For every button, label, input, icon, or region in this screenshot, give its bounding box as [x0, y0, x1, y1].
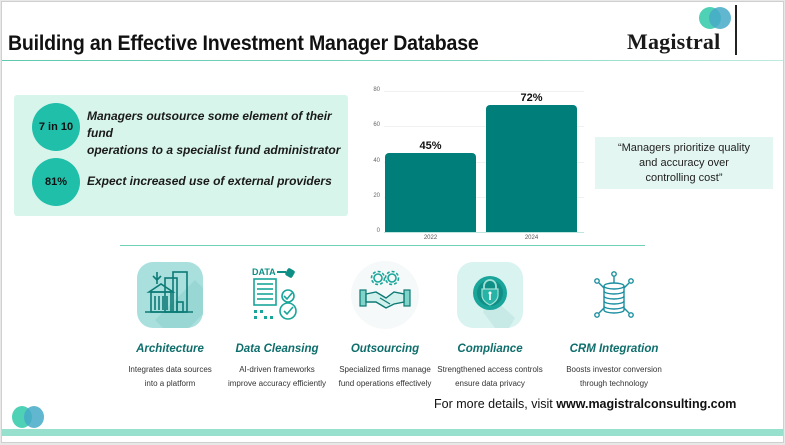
feature-description: Strengthened access controls ensure data… — [420, 363, 560, 391]
y-axis-tick: 20 — [373, 192, 380, 199]
feature-description: Specialized firms manage fund operations… — [315, 363, 455, 391]
desc-line: Integrates data sources — [128, 365, 212, 374]
stat-description: Expect increased use of external provide… — [87, 174, 332, 188]
desc-line: ensure data privacy — [455, 379, 525, 388]
feature-outsourcing: Outsourcing Specialized firms manage fun… — [315, 260, 455, 391]
logo-divider — [735, 5, 737, 55]
stat-badge: 81% — [32, 158, 80, 206]
stat-line: Managers outsource some element of their… — [87, 109, 332, 140]
y-axis-tick: 60 — [373, 122, 380, 129]
feature-title: Architecture — [136, 343, 204, 355]
feature-title: CRM Integration — [569, 343, 659, 355]
website-link[interactable]: www.magistralconsulting.com — [556, 397, 737, 411]
desc-line: Specialized firms manage — [339, 365, 431, 374]
bar-chart: 80 60 40 20 0 45% 2022 72% 2024 — [362, 84, 592, 244]
database-network-icon — [579, 260, 649, 330]
desc-line: into a platform — [144, 379, 196, 388]
data-cleansing-icon: DATA — [242, 260, 312, 330]
y-axis-tick: 0 — [376, 228, 380, 234]
feature-description: AI-driven frameworks improve accuracy ef… — [207, 363, 347, 391]
feature-title: Data Cleansing — [235, 343, 319, 355]
x-axis-tick: 2024 — [524, 235, 539, 241]
section-divider — [120, 245, 645, 246]
desc-line: Strengthened access controls — [437, 365, 543, 374]
stat-badge: 7 in 10 — [32, 103, 80, 151]
architecture-buildings-icon — [135, 260, 205, 330]
feature-title: Compliance — [457, 343, 523, 355]
y-axis-tick: 40 — [373, 157, 380, 164]
desc-line: Boosts investor conversion — [566, 365, 662, 374]
footer-text: For more details, visit www.magistralcon… — [434, 397, 736, 411]
gridline — [384, 196, 584, 198]
logo-circle-icon — [24, 406, 44, 428]
x-axis-tick: 2022 — [423, 235, 438, 241]
magistral-logo: Magistral — [626, 5, 746, 57]
feature-crm-integration: CRM Integration Boosts investor conversi… — [544, 260, 684, 391]
footer-prefix: For more details, visit — [434, 397, 557, 411]
feature-description: Boosts investor conversion through techn… — [544, 363, 684, 391]
chart-bar — [486, 105, 577, 232]
title-divider — [2, 60, 783, 61]
quote-line: and accuracy over — [639, 156, 729, 169]
gridline — [384, 91, 584, 92]
stat-description: Managers outsource some element of their… — [87, 108, 345, 159]
stat-line: operations to a specialist fund administ… — [87, 143, 341, 157]
desc-line: fund operations effectively — [338, 379, 432, 388]
quote-line: controlling cost” — [645, 171, 723, 184]
bar-value-label: 45% — [419, 139, 442, 152]
stats-panel: 7 in 10 Managers outsource some element … — [14, 95, 348, 216]
feature-compliance: Compliance Strengthened access controls … — [420, 260, 560, 391]
y-axis-tick: 80 — [373, 87, 380, 93]
bar-value-label: 72% — [520, 92, 543, 105]
gridline — [384, 126, 584, 128]
x-axis-line — [384, 232, 584, 233]
desc-line: improve accuracy efficiently — [227, 379, 327, 388]
logo-circle-icon — [709, 7, 731, 29]
feature-data-cleansing: DATA Data Cleansing AI-driven f — [207, 260, 347, 391]
gridline — [384, 161, 584, 163]
chart-bar — [385, 152, 476, 232]
feature-title: Outsourcing — [350, 343, 420, 355]
feature-description: Integrates data sources into a platform — [100, 363, 240, 391]
footer-logo-mark — [12, 406, 48, 430]
page-title: Building an Effective Investment Manager… — [8, 32, 479, 55]
quote-line: “Managers prioritize quality — [617, 141, 751, 154]
logo-text: Magistral — [627, 29, 721, 54]
quote-box: “Managers prioritize quality and accurac… — [595, 137, 773, 189]
padlock-shield-icon — [455, 260, 525, 330]
feature-architecture: Architecture Integrates data sources int… — [100, 260, 240, 391]
svg-text:DATA: DATA — [252, 267, 276, 277]
footer-band — [2, 429, 783, 436]
desc-line: through technology — [579, 379, 649, 388]
desc-line: AI-driven frameworks — [239, 365, 315, 374]
handshake-gears-icon — [350, 260, 420, 330]
